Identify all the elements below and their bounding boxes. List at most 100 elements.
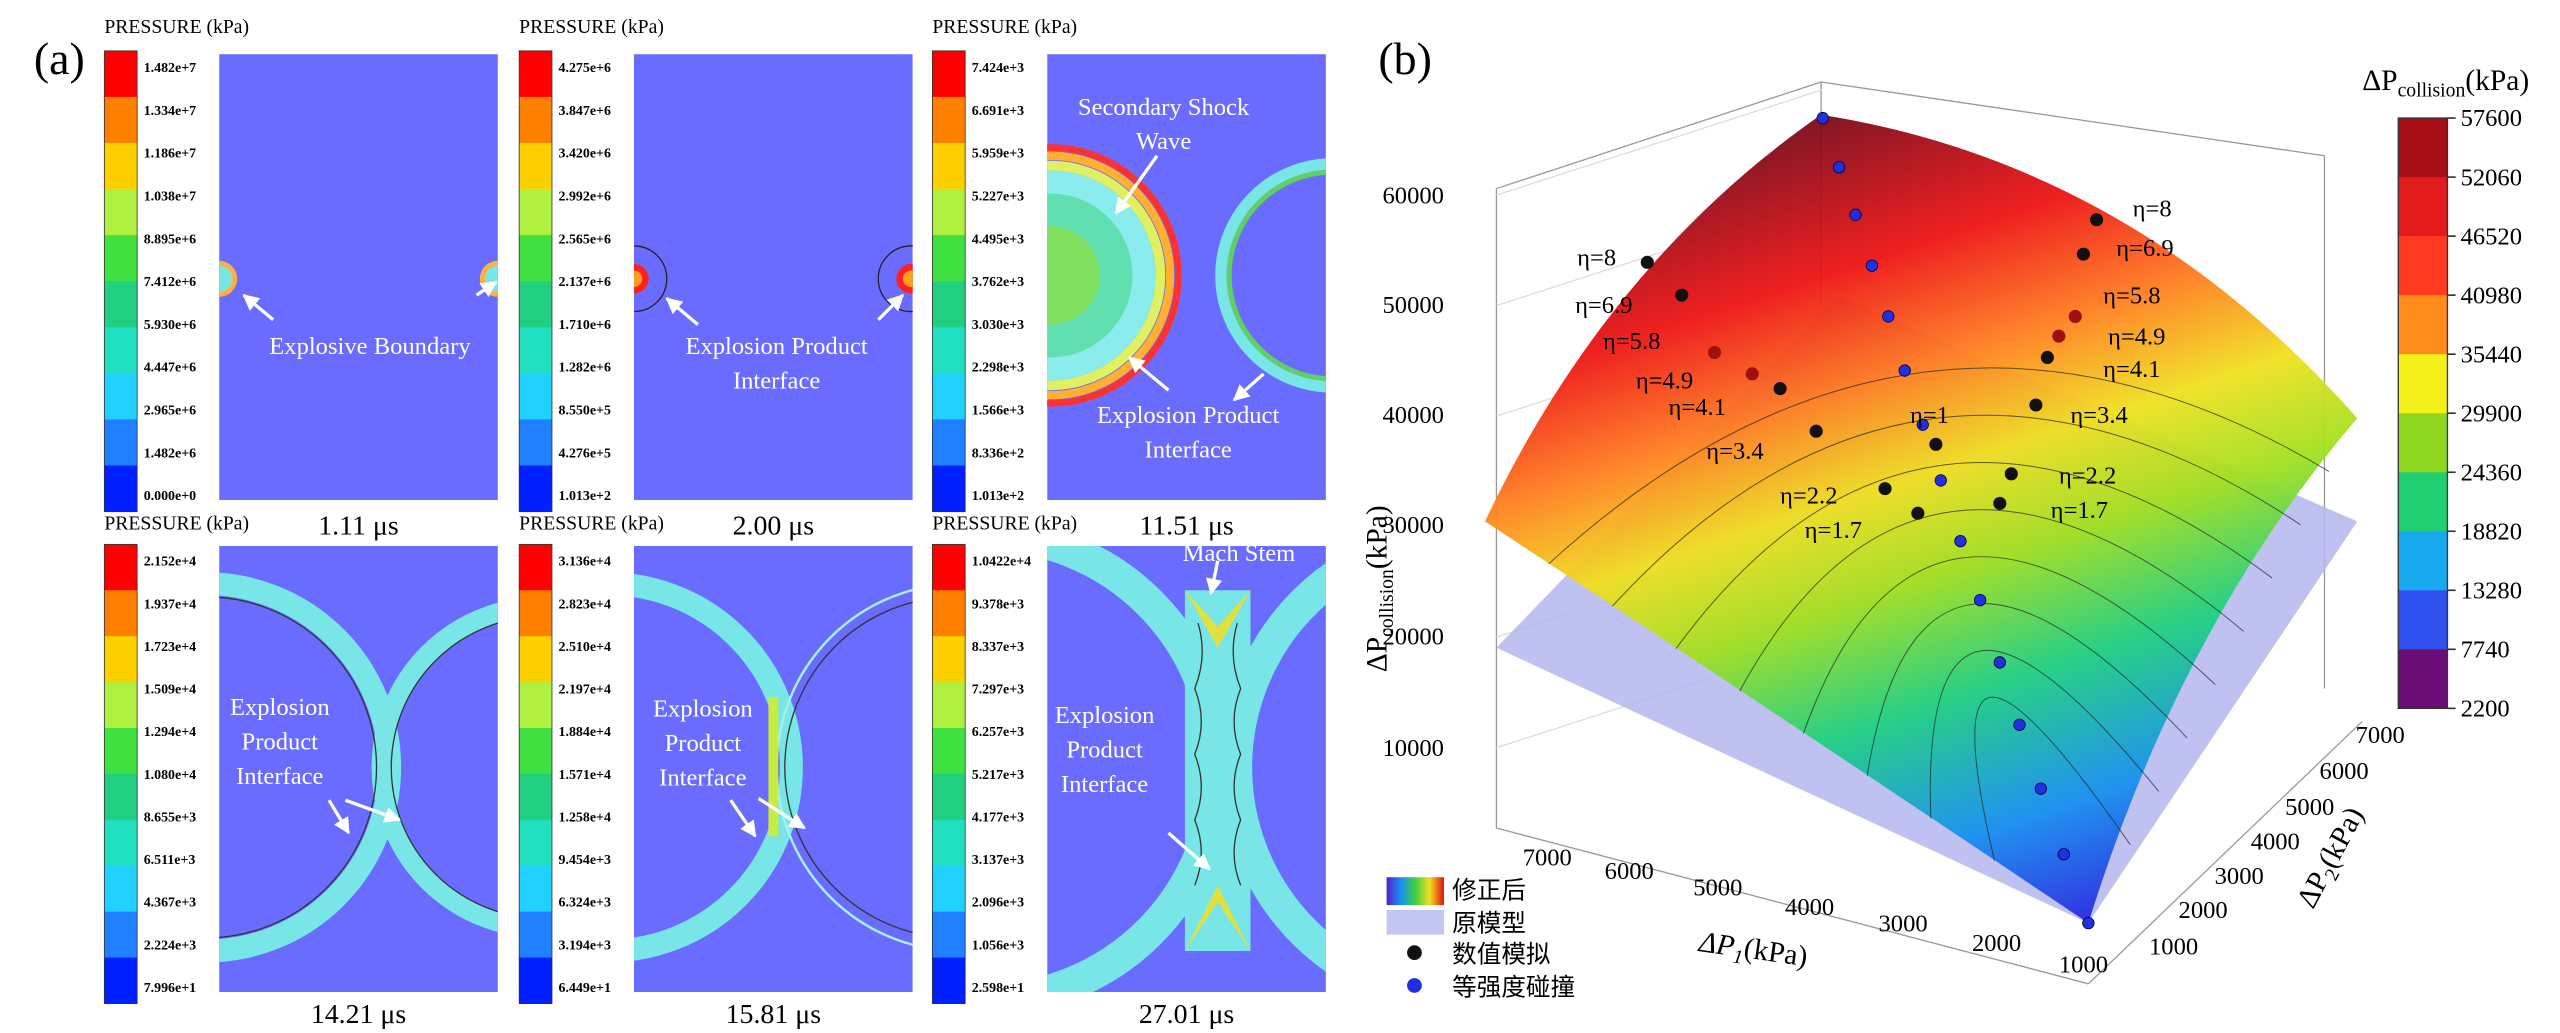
wave-ring: [1215, 158, 1326, 393]
eta-label: η=4.9: [2108, 323, 2165, 350]
y-tick-label: 4000: [2251, 828, 2300, 855]
colorbar-segment: [519, 189, 552, 236]
z-tick-label: 30000: [1383, 512, 1444, 539]
annotation: Wave: [1136, 128, 1191, 155]
colorbar-segment: [2398, 531, 2448, 591]
annotation: Interface: [659, 764, 746, 791]
colorbar-segment: [104, 327, 138, 374]
annotation: Explosion Product: [685, 333, 867, 360]
eta-label: η=4.9: [1636, 368, 1693, 395]
colorbar-label: 9.378e+3: [972, 597, 1024, 612]
simulation-point: [1993, 496, 2007, 510]
label-unit: (kPa): [2465, 65, 2529, 97]
colorbar-label: 2.298e+3: [972, 361, 1024, 376]
annotation: Explosion: [653, 696, 753, 723]
colorbar-label: 9.454e+3: [559, 853, 611, 868]
colorbar-label: 2.197e+4: [559, 683, 611, 698]
corrected-surface: [1484, 114, 2358, 924]
colorbar-label: 8.655e+3: [144, 810, 196, 825]
colorbar-segment: [932, 465, 966, 513]
colorbar-label: 8.336e+2: [972, 446, 1024, 461]
colorbar-label: 8.337e+3: [972, 640, 1024, 655]
colorbar-frame: [518, 50, 553, 512]
x-tick-label: 3000: [1879, 910, 1928, 937]
annotation: Explosive Boundary: [269, 333, 471, 360]
arrow: [757, 797, 806, 830]
time-label: 11.51 μs: [1139, 511, 1233, 542]
colorbar-segment: [932, 957, 966, 1004]
legend-label: 数值模拟: [1452, 939, 1550, 968]
eta-label: η=6.9: [1575, 292, 1632, 319]
z-tick-label: 10000: [1383, 735, 1444, 762]
colorbar-segment: [932, 50, 966, 98]
legend-swatch: [1386, 877, 1444, 906]
interface-line: [1194, 622, 1242, 886]
colorbar-label: 52060: [2461, 164, 2522, 191]
arrow: [665, 297, 699, 326]
colorbar-label: 2.992e+6: [559, 190, 611, 205]
equal-strength-point: [1934, 474, 1947, 487]
arrow: [1114, 154, 1159, 215]
grid-line: [1496, 89, 1822, 196]
z-tick-label: 40000: [1383, 402, 1444, 429]
arrow: [1232, 372, 1265, 402]
colorbar-segment: [104, 590, 138, 637]
simulation-image: [633, 546, 913, 993]
colorbar-label: 0.000e+0: [144, 489, 196, 504]
equal-strength-point: [2082, 916, 2095, 930]
simulation-point: [2029, 398, 2043, 412]
equal-strength-point: [1916, 418, 1929, 431]
colorbar-label: 1.0422e+4: [972, 555, 1031, 570]
colorbar-label: 2.096e+3: [972, 896, 1024, 911]
colorbar-segment: [104, 957, 138, 1004]
contour-line: [1974, 696, 2131, 861]
colorbar-segment: [932, 590, 966, 637]
label-subscript: collision: [2398, 80, 2466, 102]
colorbar-label: 1.258e+4: [559, 810, 611, 825]
colorbar-label: 1.884e+4: [559, 725, 611, 740]
colorbar-label: 3.136e+4: [559, 555, 611, 570]
annotation: Product: [665, 730, 742, 757]
wave-ring: [633, 574, 803, 961]
equal-strength-point: [2057, 848, 2070, 861]
colorbar-segment: [104, 773, 138, 821]
colorbar-label: 3.762e+3: [972, 275, 1024, 290]
arrow: [475, 280, 498, 298]
colorbar-segment: [519, 465, 552, 513]
legend-swatch: [1407, 978, 1422, 993]
colorbar-segment: [104, 728, 138, 775]
colorbar-segment: [2398, 354, 2448, 414]
colorbar-label: 2200: [2461, 696, 2510, 723]
eta-label: η=1.7: [2051, 497, 2108, 524]
colorbar-segment: [519, 819, 552, 867]
annotation: Product: [1066, 737, 1143, 764]
simulation-point: [1809, 424, 1823, 438]
wave-ring: [371, 602, 498, 933]
colorbar-label: 1.482e+6: [144, 446, 196, 461]
colorbar-segment: [932, 865, 966, 913]
label-subscript: collision: [1376, 569, 1398, 637]
colorbar-segment: [932, 544, 966, 591]
colorbar-label: 1.282e+6: [559, 361, 611, 376]
z-tick-label: 60000: [1383, 182, 1444, 209]
colorbar-segment: [104, 465, 138, 513]
colorbar-segment: [2398, 472, 2448, 532]
colorbar-label: 7.412e+6: [144, 275, 196, 290]
annotation: Mach Stem: [1183, 540, 1296, 567]
eta-label: η=8: [1577, 245, 1616, 272]
colorbar-segment: [104, 911, 138, 959]
simulation-point: [1773, 382, 1787, 396]
wave-ring: [633, 245, 668, 313]
time-label: 27.01 μs: [1139, 999, 1234, 1030]
y-tick-label: 1000: [2149, 933, 2198, 960]
colorbar-label: 6.449e+1: [559, 981, 611, 996]
box-edge: [1496, 827, 2089, 985]
colorbar-segment: [519, 773, 552, 821]
colorbar-label: 6.257e+3: [972, 725, 1024, 740]
eta-label: η=4.1: [1669, 394, 1726, 421]
colorbar-label: 2.823e+4: [559, 597, 611, 612]
colorbar-segment: [104, 865, 138, 913]
time-label: 14.21 μs: [311, 999, 406, 1030]
colorbar-segment: [932, 419, 966, 466]
simulation-point: [1745, 367, 1759, 381]
